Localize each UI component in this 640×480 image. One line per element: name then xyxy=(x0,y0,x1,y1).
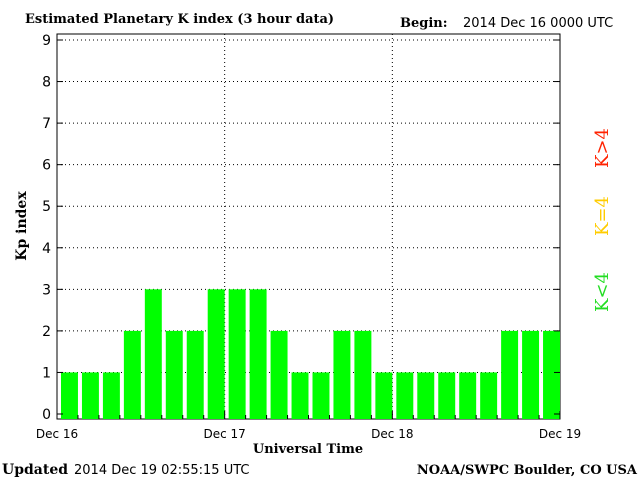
chart-title: Estimated Planetary K index (3 hour data… xyxy=(25,12,334,27)
y-tick-label: 7 xyxy=(42,116,51,132)
source-credit: NOAA/SWPC Boulder, CO USA xyxy=(417,463,638,478)
y-axis-label: Kp index xyxy=(14,191,30,261)
kp-bar xyxy=(375,372,393,419)
x-axis-label: Universal Time xyxy=(253,442,363,457)
y-tick-label: 8 xyxy=(42,75,51,91)
kp-bar xyxy=(165,330,183,419)
kp-bar xyxy=(438,372,456,419)
updated-value: 2014 Dec 19 02:55:15 UTC xyxy=(74,463,249,478)
kp-bar xyxy=(81,372,99,419)
updated-label: Updated xyxy=(2,462,68,478)
kp-bar xyxy=(123,330,141,419)
x-tick-label: Dec 19 xyxy=(539,427,581,441)
kp-bar xyxy=(291,372,309,419)
x-tick-label: Dec 17 xyxy=(204,427,246,441)
legend-k-equal-4: K=4 xyxy=(592,196,613,236)
kp-bar xyxy=(396,372,414,419)
kp-bar xyxy=(61,372,78,419)
y-axis-ticks: 0 1 2 3 4 5 6 7 8 9 xyxy=(42,33,560,423)
y-tick-label: 2 xyxy=(42,324,51,340)
y-tick-label: 0 xyxy=(42,407,51,423)
kp-bar xyxy=(417,372,435,419)
begin-label: Begin: xyxy=(400,16,448,31)
y-tick-label: 4 xyxy=(42,241,51,257)
kp-bar xyxy=(102,372,120,419)
kp-bar xyxy=(249,289,267,419)
y-tick-label: 3 xyxy=(42,282,51,298)
kp-bar xyxy=(228,289,246,419)
kp-bar xyxy=(186,330,204,419)
kp-bar xyxy=(522,330,540,419)
legend-k-less-than-4: K<4 xyxy=(592,272,613,312)
legend-k-greater-than-4: K>4 xyxy=(592,128,613,168)
x-tick-label: Dec 16 xyxy=(36,427,78,441)
kp-bar xyxy=(270,330,288,419)
begin-value: 2014 Dec 16 0000 UTC xyxy=(463,16,613,31)
kp-bar xyxy=(312,372,330,419)
x-axis-ticks: Dec 16 Dec 17 Dec 18 Dec 19 xyxy=(36,411,581,441)
kp-bar xyxy=(144,289,162,419)
kp-bar xyxy=(480,372,498,419)
kp-bar xyxy=(354,330,372,419)
kp-bar xyxy=(333,330,351,419)
kp-bar xyxy=(207,289,225,419)
kp-bar xyxy=(501,330,519,419)
grid-lines xyxy=(57,34,560,419)
y-tick-label: 1 xyxy=(42,365,51,381)
y-tick-label: 9 xyxy=(42,33,51,49)
kp-bar xyxy=(459,372,477,419)
y-tick-label: 5 xyxy=(42,199,51,215)
y-tick-label: 6 xyxy=(42,158,51,174)
kp-bar xyxy=(543,330,560,419)
bars xyxy=(61,289,560,419)
x-tick-label: Dec 18 xyxy=(371,427,413,441)
